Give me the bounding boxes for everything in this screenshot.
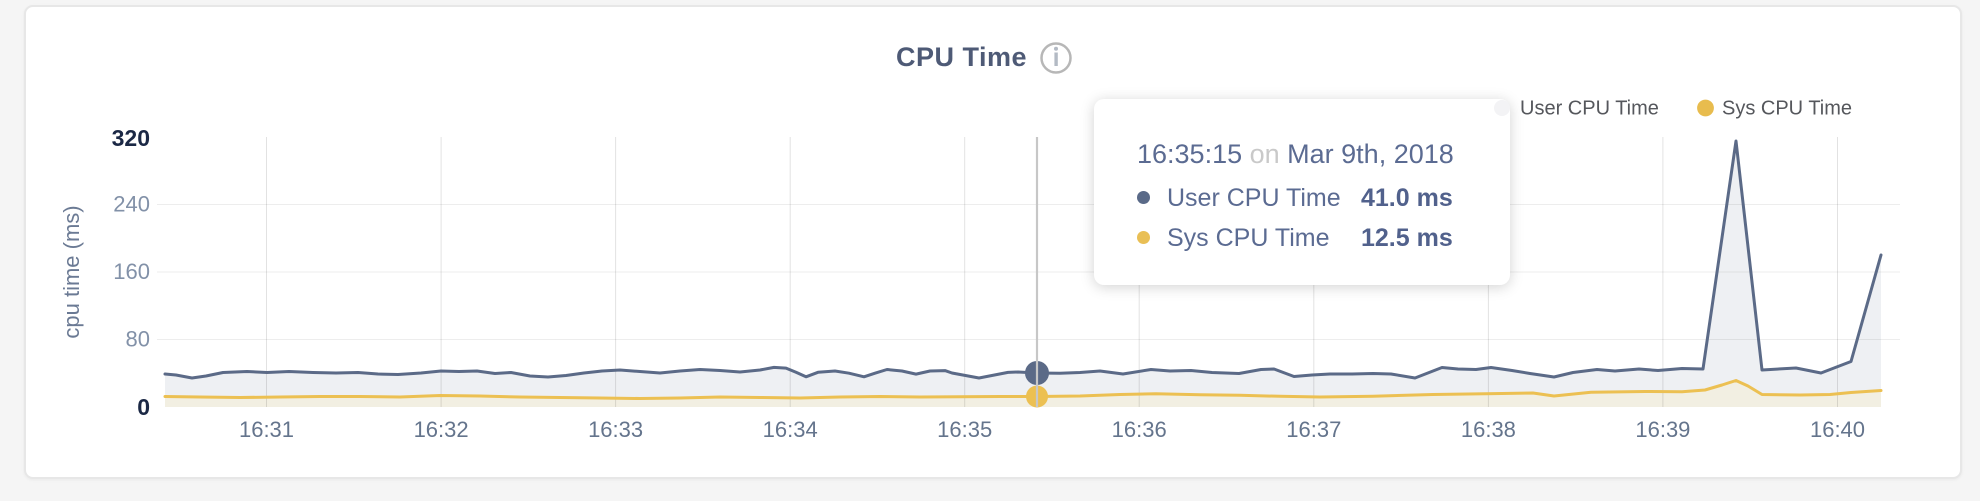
svg-text:16:32: 16:32 — [414, 417, 469, 442]
svg-text:16:36: 16:36 — [1112, 417, 1167, 442]
svg-text:80: 80 — [126, 327, 150, 352]
svg-text:16:31: 16:31 — [239, 417, 294, 442]
svg-text:16:33: 16:33 — [588, 417, 643, 442]
svg-text:320: 320 — [112, 125, 150, 151]
svg-text:16:39: 16:39 — [1635, 417, 1690, 442]
svg-text:16:40: 16:40 — [1810, 417, 1865, 442]
svg-text:16:34: 16:34 — [763, 417, 818, 442]
svg-text:0: 0 — [137, 394, 150, 420]
svg-text:16:37: 16:37 — [1286, 417, 1341, 442]
svg-text:240: 240 — [113, 192, 150, 217]
svg-text:160: 160 — [113, 259, 150, 284]
svg-text:16:38: 16:38 — [1461, 417, 1516, 442]
svg-text:cpu time (ms): cpu time (ms) — [59, 205, 84, 338]
svg-text:Sys CPU Time: Sys CPU Time — [1722, 98, 1852, 120]
svg-text:16:35: 16:35 — [937, 417, 992, 442]
svg-text:User CPU Time: User CPU Time — [1520, 98, 1659, 120]
